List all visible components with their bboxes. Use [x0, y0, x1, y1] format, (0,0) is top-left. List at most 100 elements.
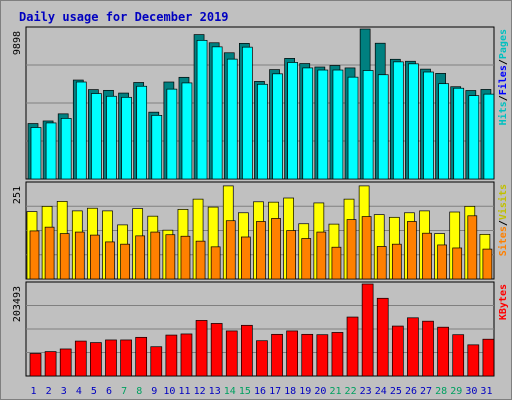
panel_bot-legend-item: KBytes	[498, 284, 509, 320]
x-tick-label-27: 27	[420, 386, 432, 397]
panel_bot-bar-kbytes-19	[301, 333, 314, 377]
panel_bot-bar-kbytes-31	[482, 338, 495, 377]
panel_top-bar-files-5	[91, 93, 102, 180]
panel_bot-bar-kbytes-23	[361, 283, 374, 377]
panel_mid-bar-sites-7	[120, 243, 130, 280]
x-tick-label-2: 2	[46, 386, 52, 397]
panel_bot-bar-kbytes-4	[74, 340, 87, 377]
panel_mid-legend-item: Visits	[497, 184, 509, 220]
panel_top-bar-files-10	[166, 88, 178, 180]
x-tick-label-12: 12	[194, 386, 206, 397]
panel_top-legend-item: Hits	[497, 101, 509, 125]
panel_top-bar-files-31	[483, 93, 495, 180]
chart-title: Daily usage for December 2019	[19, 10, 229, 24]
x-tick-label-9: 9	[151, 386, 157, 397]
panel_mid-bar-sites-19	[301, 238, 312, 280]
x-tick-label-1: 1	[31, 386, 37, 397]
panel_top-bar-files-16	[257, 83, 268, 180]
x-tick-label-29: 29	[450, 386, 462, 397]
x-tick-label-18: 18	[284, 386, 296, 397]
panel_mid-bar-sites-15	[241, 236, 251, 280]
panel_mid-bar-sites-10	[165, 234, 176, 280]
panel_mid-bar-sites-4	[74, 231, 85, 280]
panel_top-legend-item: /	[498, 59, 509, 65]
panel_top-bar-files-28	[438, 83, 449, 180]
x-tick-label-3: 3	[61, 386, 67, 397]
panel_bot-bar-kbytes-29	[452, 334, 465, 377]
panel_top-bar-files-15	[242, 46, 253, 180]
panel_top-bar-files-19	[302, 67, 314, 180]
x-tick-label-25: 25	[390, 386, 402, 397]
panel_mid-bar-sites-11	[180, 235, 191, 280]
panel_bot-bar-kbytes-16	[256, 340, 268, 377]
panel_bot-bar-kbytes-5	[90, 342, 102, 377]
panel_bot-bar-kbytes-10	[165, 334, 178, 377]
panel_top-bar-files-13	[211, 46, 223, 180]
panel_bot-bar-kbytes-11	[180, 333, 193, 377]
panel_bot-bar-kbytes-1	[29, 353, 42, 377]
panel_top-bar-files-29	[453, 87, 465, 180]
x-tick-label-21: 21	[329, 386, 341, 397]
panel_mid-bar-sites-8	[135, 235, 146, 280]
panel_mid-bar-sites-31	[482, 248, 493, 280]
x-tick-label-26: 26	[405, 386, 417, 397]
panel_bot-bar-kbytes-25	[391, 325, 404, 377]
x-tick-label-30: 30	[465, 386, 477, 397]
panel_mid-bar-sites-1	[29, 230, 40, 280]
panel_top-bar-files-27	[423, 71, 434, 180]
panel_mid-bar-sites-9	[150, 231, 161, 280]
panel_top-bar-files-26	[408, 63, 419, 180]
panel_top-bar-files-9	[151, 115, 163, 180]
panel_bot-bar-kbytes-15	[241, 324, 253, 377]
panel_top-bar-files-23	[362, 70, 374, 180]
panel_top-legend-item: Pages	[498, 29, 509, 59]
panel_bot-bar-kbytes-7	[120, 339, 132, 377]
panel_mid-legend-item: Sites	[497, 226, 509, 256]
panel_bot-bar-kbytes-3	[59, 348, 72, 377]
panel_bot-bar-kbytes-13	[210, 323, 223, 377]
panel_bot-bar-kbytes-12	[195, 320, 208, 377]
x-tick-label-24: 24	[375, 386, 387, 397]
x-tick-label-20: 20	[314, 386, 326, 397]
x-tick-label-11: 11	[178, 386, 190, 397]
x-tick-label-6: 6	[106, 386, 112, 397]
x-tick-label-4: 4	[76, 386, 82, 397]
x-tick-label-28: 28	[435, 386, 447, 397]
x-tick-label-16: 16	[254, 386, 266, 397]
panel_mid-legend: Sites/Visits	[497, 184, 509, 256]
panel_bot-legend: KBytes	[498, 284, 509, 320]
panel_top-legend: Hits/Files/Pages	[497, 29, 509, 125]
panel_top-bar-files-30	[468, 95, 480, 180]
panel_bot-bar-kbytes-8	[135, 336, 148, 377]
panel_mid-bar-sites-6	[105, 241, 115, 280]
panel_mid-bar-sites-21	[331, 246, 342, 280]
panel_top-bar-files-22	[347, 76, 359, 180]
panel_top-bar-files-21	[332, 69, 344, 180]
panel_top-bar-files-8	[136, 85, 148, 180]
x-tick-label-17: 17	[269, 386, 281, 397]
panel_mid-bar-sites-22	[346, 219, 357, 280]
panel_bot-bar-kbytes-20	[316, 334, 329, 377]
x-tick-label-5: 5	[91, 386, 97, 397]
panel_top-bar-files-11	[181, 82, 193, 180]
panel_mid-bar-sites-28	[437, 244, 447, 280]
panel_top-bar-files-20	[317, 69, 329, 180]
panel_top-bar-files-12	[196, 39, 208, 180]
panel_bot-bar-kbytes-6	[105, 339, 117, 377]
panel_mid-bar-sites-2	[44, 226, 55, 280]
panel_top-bar-files-1	[30, 127, 42, 180]
panel_mid-bar-sites-23	[361, 216, 372, 280]
x-tick-label-13: 13	[209, 386, 221, 397]
panel_bot-bar-kbytes-17	[271, 333, 283, 377]
panel_mid-bar-sites-24	[376, 246, 387, 280]
panel_bot-bar-kbytes-26	[407, 317, 419, 377]
panel_top-bar-files-4	[75, 81, 87, 180]
panel_top-bar-files-3	[60, 118, 72, 180]
panel_mid-ymax-label: 251	[12, 186, 23, 204]
panel_bot-bar-kbytes-2	[44, 351, 57, 377]
panel_bot-bar-kbytes-22	[346, 316, 359, 377]
panel_mid-bar-sites-14	[225, 220, 236, 280]
panel_top-bar-files-6	[106, 95, 117, 180]
